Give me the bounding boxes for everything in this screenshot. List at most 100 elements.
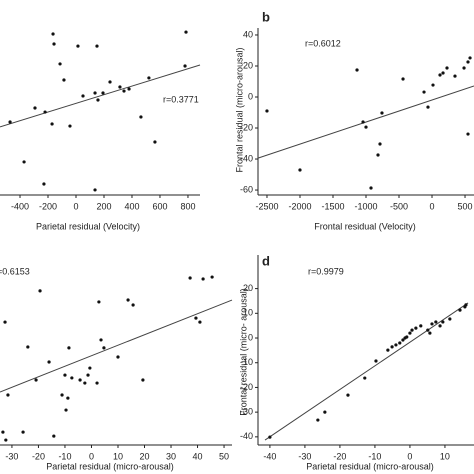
point	[346, 393, 350, 397]
point	[464, 303, 468, 307]
annotation: r=0.6012	[305, 38, 341, 48]
point	[183, 64, 187, 68]
point	[93, 188, 97, 192]
annotation: r=0.9979	[308, 266, 344, 276]
point	[78, 378, 82, 382]
point	[139, 115, 143, 119]
fit-line	[264, 302, 469, 441]
x-tick-label: 800	[180, 201, 195, 211]
point	[81, 94, 85, 98]
x-tick-label: 40	[193, 451, 203, 461]
point	[438, 324, 442, 328]
x-tick-label: -1000	[354, 201, 377, 211]
x-tick-label: 400	[124, 201, 139, 211]
point	[97, 300, 101, 304]
point	[1, 430, 5, 434]
point	[298, 168, 302, 172]
annotation: r=0.6153	[0, 266, 30, 276]
point	[445, 66, 449, 70]
point	[76, 44, 80, 48]
x-tick-label: -400	[11, 201, 29, 211]
point	[95, 44, 99, 48]
x-tick-label: 50	[219, 451, 229, 461]
point	[201, 277, 205, 281]
point	[86, 373, 90, 377]
x-tick-label: -20	[333, 451, 346, 461]
x-tick-label: -20	[32, 451, 45, 461]
point	[426, 105, 430, 109]
point	[42, 182, 46, 186]
point	[50, 122, 54, 126]
x-tick-label: 0	[89, 451, 94, 461]
point	[34, 378, 38, 382]
point	[4, 438, 8, 442]
y-tick-label: 0	[248, 91, 253, 101]
point	[376, 153, 380, 157]
x-tick-label: -30	[5, 451, 18, 461]
x-tick-label: 0	[430, 201, 435, 211]
point	[462, 66, 466, 70]
fit-line	[0, 64, 201, 128]
point	[316, 418, 320, 422]
x-axis-label: Parietal residual (micro-arousal)	[306, 461, 434, 471]
point	[63, 373, 67, 377]
point	[51, 32, 55, 36]
point	[408, 331, 412, 335]
point	[108, 80, 112, 84]
point	[33, 106, 37, 110]
x-axis-label: Parietal residual (Velocity)	[36, 221, 140, 231]
point	[93, 91, 97, 95]
x-tick-label: -500	[390, 201, 408, 211]
x-tick-label: 20	[139, 451, 149, 461]
annotation: r=0.3771	[163, 94, 199, 104]
x-tick-label: -40	[263, 451, 276, 461]
point	[448, 317, 452, 321]
panel-label: b	[262, 9, 270, 24]
x-tick-label: 500	[458, 201, 473, 211]
point	[380, 111, 384, 115]
x-tick-label: -10	[58, 451, 71, 461]
point	[453, 74, 457, 78]
point	[99, 338, 103, 342]
point	[438, 73, 442, 77]
point	[52, 42, 56, 46]
point	[66, 396, 70, 400]
point	[361, 120, 365, 124]
point	[364, 125, 368, 129]
point	[369, 186, 373, 190]
x-tick-label: 10	[113, 451, 123, 461]
point	[101, 91, 105, 95]
x-tick-label: 30	[166, 451, 176, 461]
point	[323, 410, 327, 414]
fit-line	[257, 85, 474, 159]
point	[426, 328, 430, 332]
y-tick-label: -20	[240, 382, 253, 392]
x-axis-label: Frontal residual (Velocity)	[314, 221, 416, 231]
point	[60, 393, 64, 397]
point	[466, 60, 470, 64]
point	[441, 71, 445, 75]
point	[147, 76, 151, 80]
point	[394, 343, 398, 347]
point	[194, 316, 198, 320]
point	[428, 331, 432, 335]
y-tick-label: -60	[240, 184, 253, 194]
point	[386, 348, 390, 352]
point	[184, 30, 188, 34]
point	[22, 160, 26, 164]
y-axis-label: Frontal residual (micro- arousal)	[238, 288, 248, 416]
point	[70, 376, 74, 380]
point	[430, 322, 434, 326]
point	[363, 376, 367, 380]
y-tick-label: -20	[240, 122, 253, 132]
x-tick-label: 200	[96, 201, 111, 211]
x-tick-label: -10	[368, 451, 381, 461]
point	[410, 328, 414, 332]
point	[441, 320, 445, 324]
point	[265, 109, 269, 113]
point	[131, 303, 135, 307]
point	[83, 381, 87, 385]
y-tick-label: 0	[248, 332, 253, 342]
point	[3, 320, 7, 324]
